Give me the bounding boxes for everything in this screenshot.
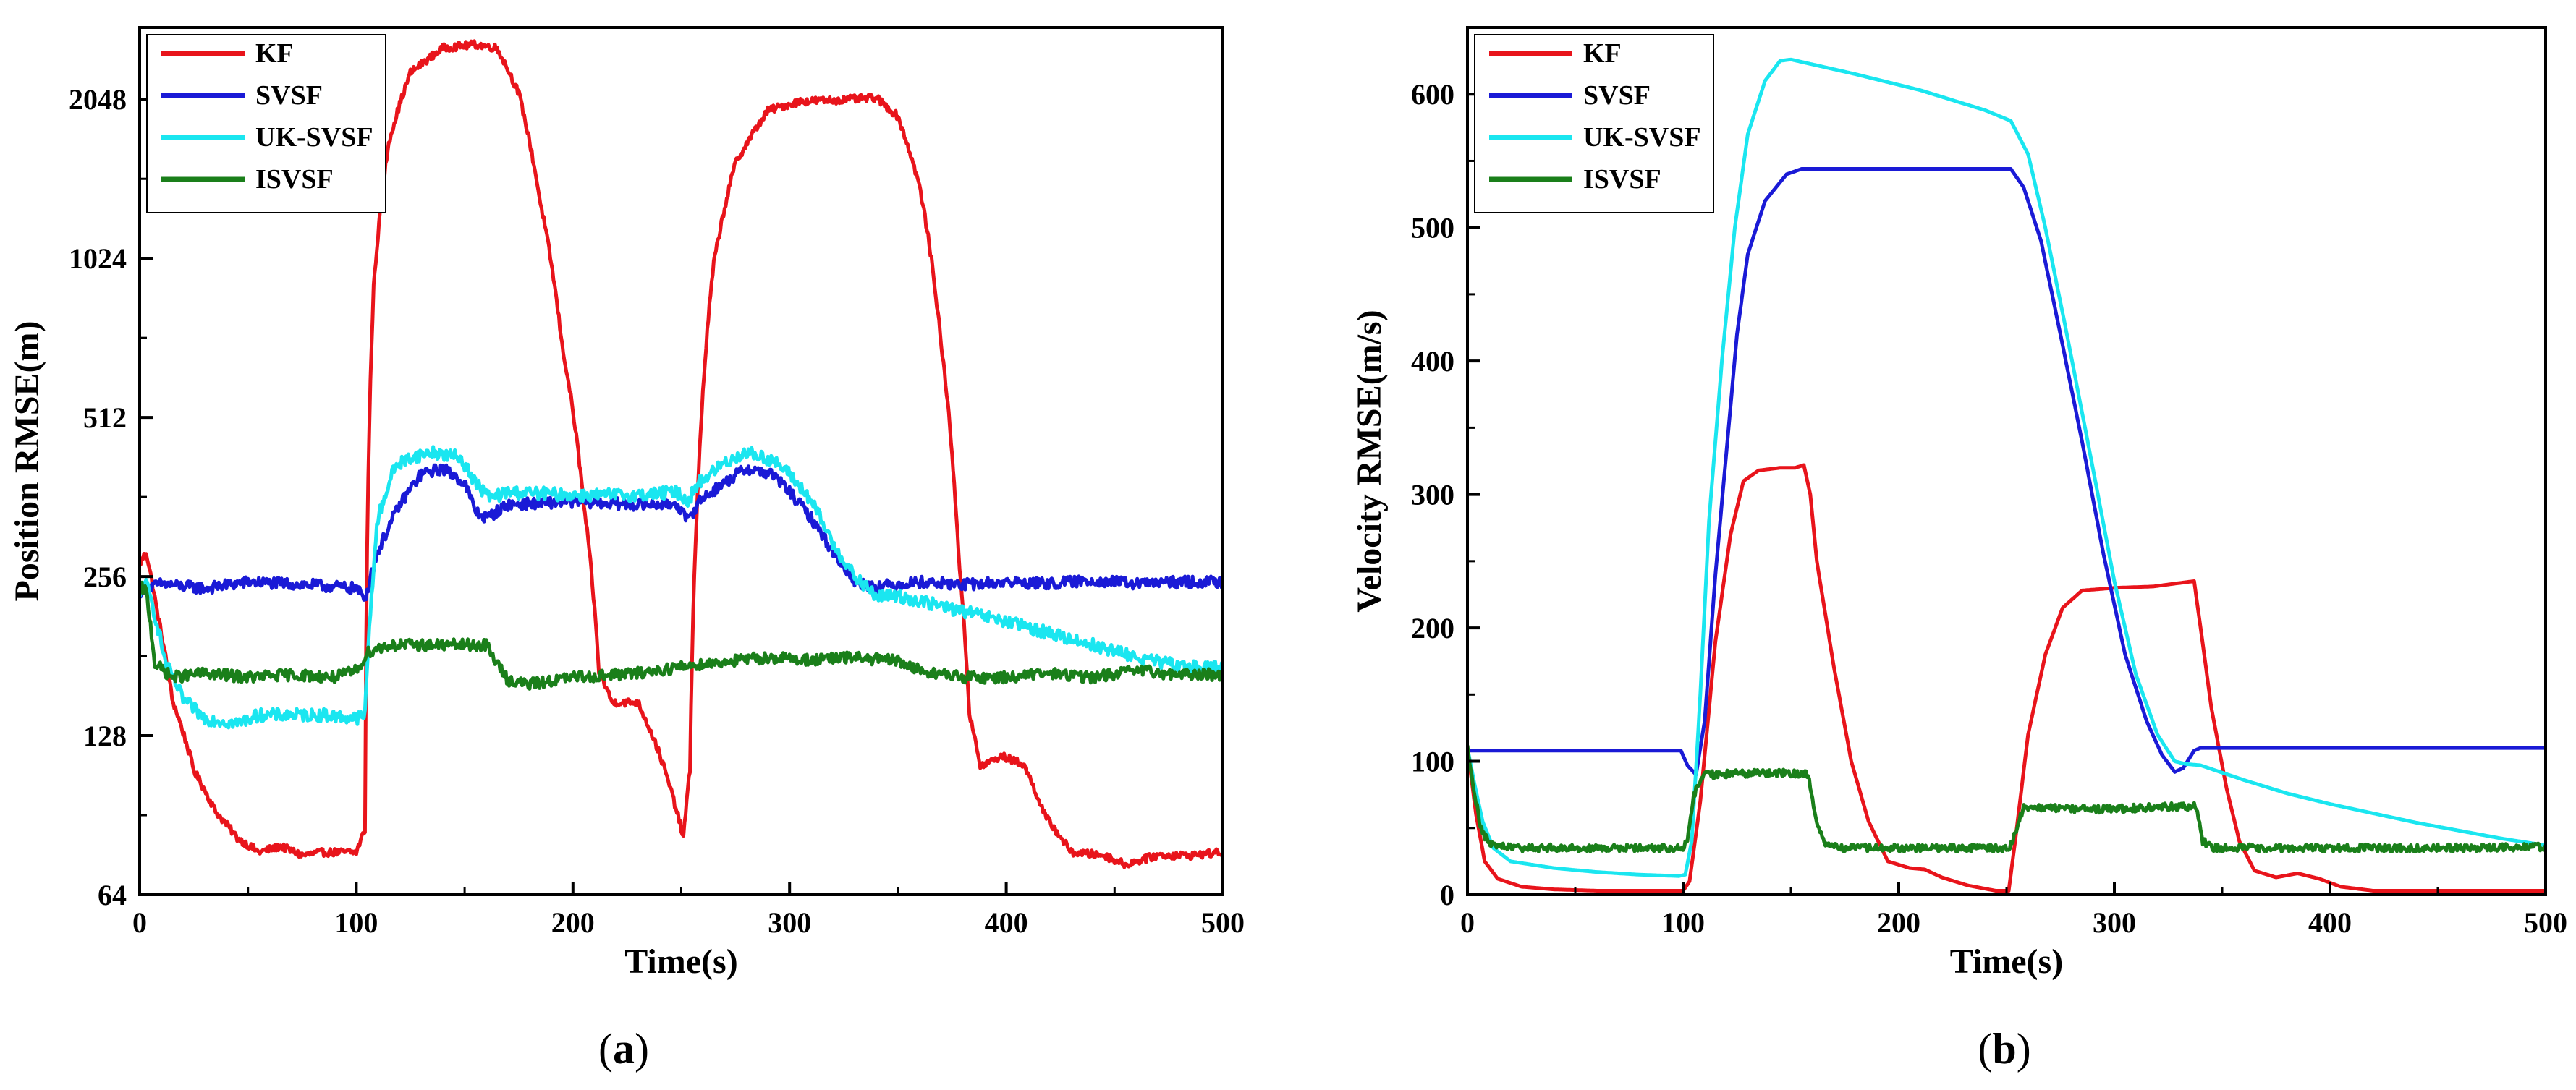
series-line-isvsf bbox=[140, 580, 1223, 691]
panel-caption: (a) bbox=[598, 1025, 649, 1073]
x-tick-label: 300 bbox=[768, 906, 811, 939]
legend-label: SVSF bbox=[1583, 80, 1651, 111]
y-tick-label: 0 bbox=[1440, 879, 1454, 911]
legend-label: ISVSF bbox=[1583, 164, 1661, 195]
x-tick-label: 0 bbox=[132, 906, 147, 939]
y-tick-label: 600 bbox=[1411, 78, 1454, 111]
caption-close-paren: ) bbox=[635, 1025, 649, 1073]
y-tick-label: 256 bbox=[83, 561, 127, 593]
x-axis-title: Time(s) bbox=[1950, 942, 2063, 981]
y-tick-label: 100 bbox=[1411, 746, 1454, 778]
series-line-svsf bbox=[1467, 167, 2546, 777]
x-tick-label: 400 bbox=[985, 906, 1028, 939]
y-tick-label: 200 bbox=[1411, 612, 1454, 644]
y-tick-label: 2048 bbox=[69, 83, 127, 116]
series-lines bbox=[140, 39, 1223, 869]
x-tick-label: 500 bbox=[1201, 906, 1245, 939]
series-line-uk-svsf bbox=[140, 445, 1223, 730]
legend-box bbox=[1474, 34, 1714, 213]
legend: KF SVSF UK-SVSF ISVSF bbox=[146, 34, 386, 213]
x-tick-label: 300 bbox=[2093, 906, 2136, 939]
y-tick-label: 1024 bbox=[69, 242, 127, 275]
caption-open-paren: ( bbox=[1978, 1025, 1992, 1073]
axis-ticks: 0 100 200 300 400 500 0 100 200 300 400 500 600 bbox=[1411, 78, 2567, 939]
legend-box bbox=[146, 34, 386, 213]
y-tick-label: 300 bbox=[1411, 479, 1454, 511]
y-tick-label: 128 bbox=[83, 720, 127, 752]
x-axis-title: Time(s) bbox=[624, 942, 737, 981]
series-line-isvsf bbox=[1467, 745, 2546, 853]
x-tick-label: 100 bbox=[1661, 906, 1705, 939]
chart-b-velocity-rmse: 0 100 200 300 400 500 0 100 200 300 400 500 600 Time… bbox=[1350, 26, 2567, 1073]
caption-letter: b bbox=[1992, 1025, 2016, 1073]
x-tick-label: 500 bbox=[2524, 906, 2567, 939]
x-tick-label: 200 bbox=[1877, 906, 1920, 939]
legend-label: KF bbox=[1583, 38, 1622, 69]
legend-label: SVSF bbox=[255, 80, 323, 111]
axis-ticks: 0 100 200 300 400 500 64 128 256 512 1024 2048 bbox=[69, 83, 1245, 939]
legend-label: ISVSF bbox=[255, 164, 334, 195]
x-tick-label: 0 bbox=[1460, 906, 1475, 939]
y-axis-title: Velocity RMSE(m/s) bbox=[1350, 310, 1389, 612]
chart-a-position-rmse: 0 100 200 300 400 500 64 128 256 512 1024 2048 Time… bbox=[8, 26, 1245, 1073]
legend-label: UK-SVSF bbox=[255, 122, 373, 153]
y-tick-label: 400 bbox=[1411, 345, 1454, 378]
series-line-uk-svsf bbox=[1467, 57, 2546, 878]
y-axis-title: Position RMSE(m) bbox=[8, 321, 46, 602]
legend: KF SVSF UK-SVSF ISVSF bbox=[1474, 34, 1714, 213]
y-tick-label: 512 bbox=[83, 401, 127, 434]
y-tick-label: 64 bbox=[98, 879, 127, 911]
legend-label: KF bbox=[255, 38, 294, 69]
caption-letter: a bbox=[613, 1025, 635, 1073]
legend-label: UK-SVSF bbox=[1583, 122, 1701, 153]
panel-caption: (b) bbox=[1978, 1025, 2030, 1073]
series-line-kf bbox=[140, 39, 1223, 869]
y-tick-label: 500 bbox=[1411, 212, 1454, 244]
series-line-svsf bbox=[140, 463, 1223, 602]
caption-open-paren: ( bbox=[598, 1025, 613, 1073]
x-tick-label: 400 bbox=[2308, 906, 2352, 939]
x-tick-label: 100 bbox=[334, 906, 378, 939]
caption-close-paren: ) bbox=[2017, 1025, 2031, 1073]
x-tick-label: 200 bbox=[551, 906, 595, 939]
